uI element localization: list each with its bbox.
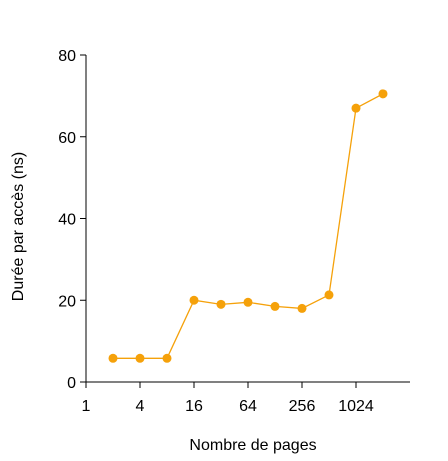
y-tick-label: 80	[58, 48, 76, 65]
x-tick-label: 4	[136, 398, 145, 415]
y-tick-label: 60	[58, 130, 76, 147]
data-point	[379, 89, 388, 98]
x-tick-label: 16	[185, 398, 203, 415]
y-tick-label: 20	[58, 293, 76, 310]
y-ticks: 0 20 40 60 80	[58, 48, 86, 392]
data-point	[217, 300, 226, 309]
axes	[86, 55, 410, 382]
data-point	[190, 296, 199, 305]
data-point	[352, 104, 361, 113]
x-tick-label: 64	[239, 398, 257, 415]
series-line	[113, 94, 383, 358]
x-tick-label: 1	[82, 398, 91, 415]
data-point	[244, 298, 253, 307]
data-point	[109, 354, 118, 363]
y-axis-title: Durée par accès (ns)	[10, 152, 27, 301]
data-point	[136, 354, 145, 363]
data-series	[109, 89, 388, 362]
data-point	[325, 290, 334, 299]
x-tick-label: 256	[289, 398, 316, 415]
y-tick-label: 0	[67, 375, 76, 392]
x-axis-title: Nombre de pages	[189, 437, 316, 454]
data-point	[271, 302, 280, 311]
y-tick-label: 40	[58, 212, 76, 229]
data-point	[298, 304, 307, 313]
data-point	[163, 354, 172, 363]
x-tick-label: 1024	[338, 398, 374, 415]
x-ticks: 1 4 16 64 256 1024	[82, 382, 374, 415]
